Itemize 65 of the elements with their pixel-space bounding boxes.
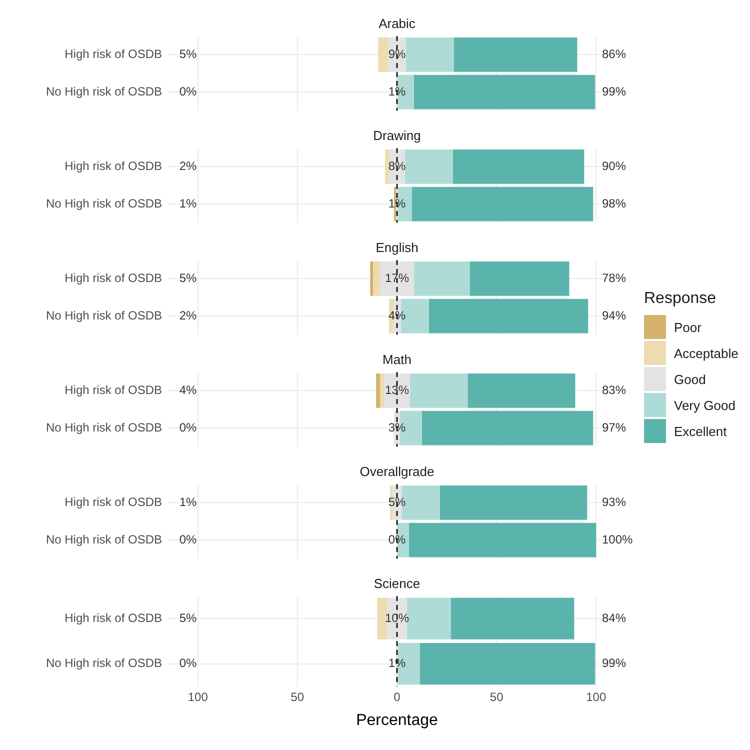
annotation: 9%: [388, 47, 406, 62]
annotation: 1%: [388, 656, 406, 670]
legend-label: Very Good: [674, 398, 736, 412]
y-tick-label: No High risk of OSDB: [46, 656, 162, 670]
annotation: 3%: [388, 420, 406, 434]
x-tick-label: 50: [490, 690, 504, 704]
x-tick-label: 50: [290, 690, 304, 704]
annotation: 13%: [384, 383, 410, 398]
annotation: 2%: [179, 159, 197, 174]
y-tick-label: High risk of OSDB: [64, 47, 162, 62]
y-tick-label: High risk of OSDB: [64, 271, 162, 286]
chart-title: Science: [374, 576, 420, 591]
y-tick-label: No High risk of OSDB: [46, 532, 162, 546]
chart-title: Drawing: [373, 128, 421, 143]
x-tick-label: 100: [188, 690, 208, 704]
x-axis-title: Percentage: [356, 712, 438, 729]
y-tick-label: No High risk of OSDB: [46, 420, 162, 434]
annotation: 4%: [388, 308, 406, 322]
annotation: 100%: [602, 532, 634, 546]
annotation: 4%: [179, 383, 197, 398]
annotation: 17%: [384, 271, 410, 286]
annotation: 8%: [388, 159, 406, 174]
annotation: 97%: [602, 420, 626, 434]
annotation: 0%: [388, 532, 406, 546]
annotation: 94%: [602, 308, 626, 322]
annotation: 0%: [179, 532, 197, 546]
annotation: 2%: [179, 308, 197, 322]
legend-label: Good: [674, 372, 706, 386]
annotation: 99%: [602, 84, 626, 98]
annotation: 10%: [384, 610, 410, 625]
annotation: 1%: [388, 84, 406, 98]
x-tick-label: 100: [586, 690, 606, 704]
chart-title: Math: [382, 352, 412, 367]
annotation: 99%: [602, 656, 626, 670]
annotation: 83%: [602, 383, 626, 398]
chart-title: English: [376, 240, 418, 255]
chart-title: Arabic: [378, 16, 416, 31]
annotation: 78%: [602, 271, 626, 286]
legend-label: Excellent: [674, 424, 727, 438]
annotation: 0%: [179, 656, 197, 670]
annotation: 98%: [602, 196, 626, 210]
annotation: 5%: [179, 47, 197, 62]
y-tick-label: High risk of OSDB: [64, 495, 162, 510]
annotation: 1%: [179, 196, 197, 210]
legend-label: Acceptable: [674, 346, 738, 360]
y-tick-label: No High risk of OSDB: [46, 308, 162, 322]
x-tick-label: 0: [394, 690, 401, 704]
chart-title: Overallgrade: [360, 464, 434, 479]
annotation: 5%: [179, 271, 197, 286]
annotation: 5%: [388, 495, 406, 510]
annotation: 5%: [179, 610, 197, 625]
y-tick-label: No High risk of OSDB: [46, 84, 162, 98]
annotation: 86%: [602, 47, 626, 62]
annotation: 90%: [602, 159, 626, 174]
y-tick-label: High risk of OSDB: [64, 159, 162, 174]
annotation: 0%: [179, 420, 197, 434]
y-tick-label: High risk of OSDB: [64, 383, 162, 398]
y-tick-label: High risk of OSDB: [64, 610, 162, 625]
annotation: 0%: [179, 84, 197, 98]
annotation: 93%: [602, 495, 626, 510]
legend-title: Response: [644, 290, 718, 308]
y-tick-label: No High risk of OSDB: [46, 196, 162, 210]
legend-label: Poor: [674, 320, 702, 334]
annotation: 84%: [602, 610, 626, 625]
annotation: 1%: [179, 495, 197, 510]
